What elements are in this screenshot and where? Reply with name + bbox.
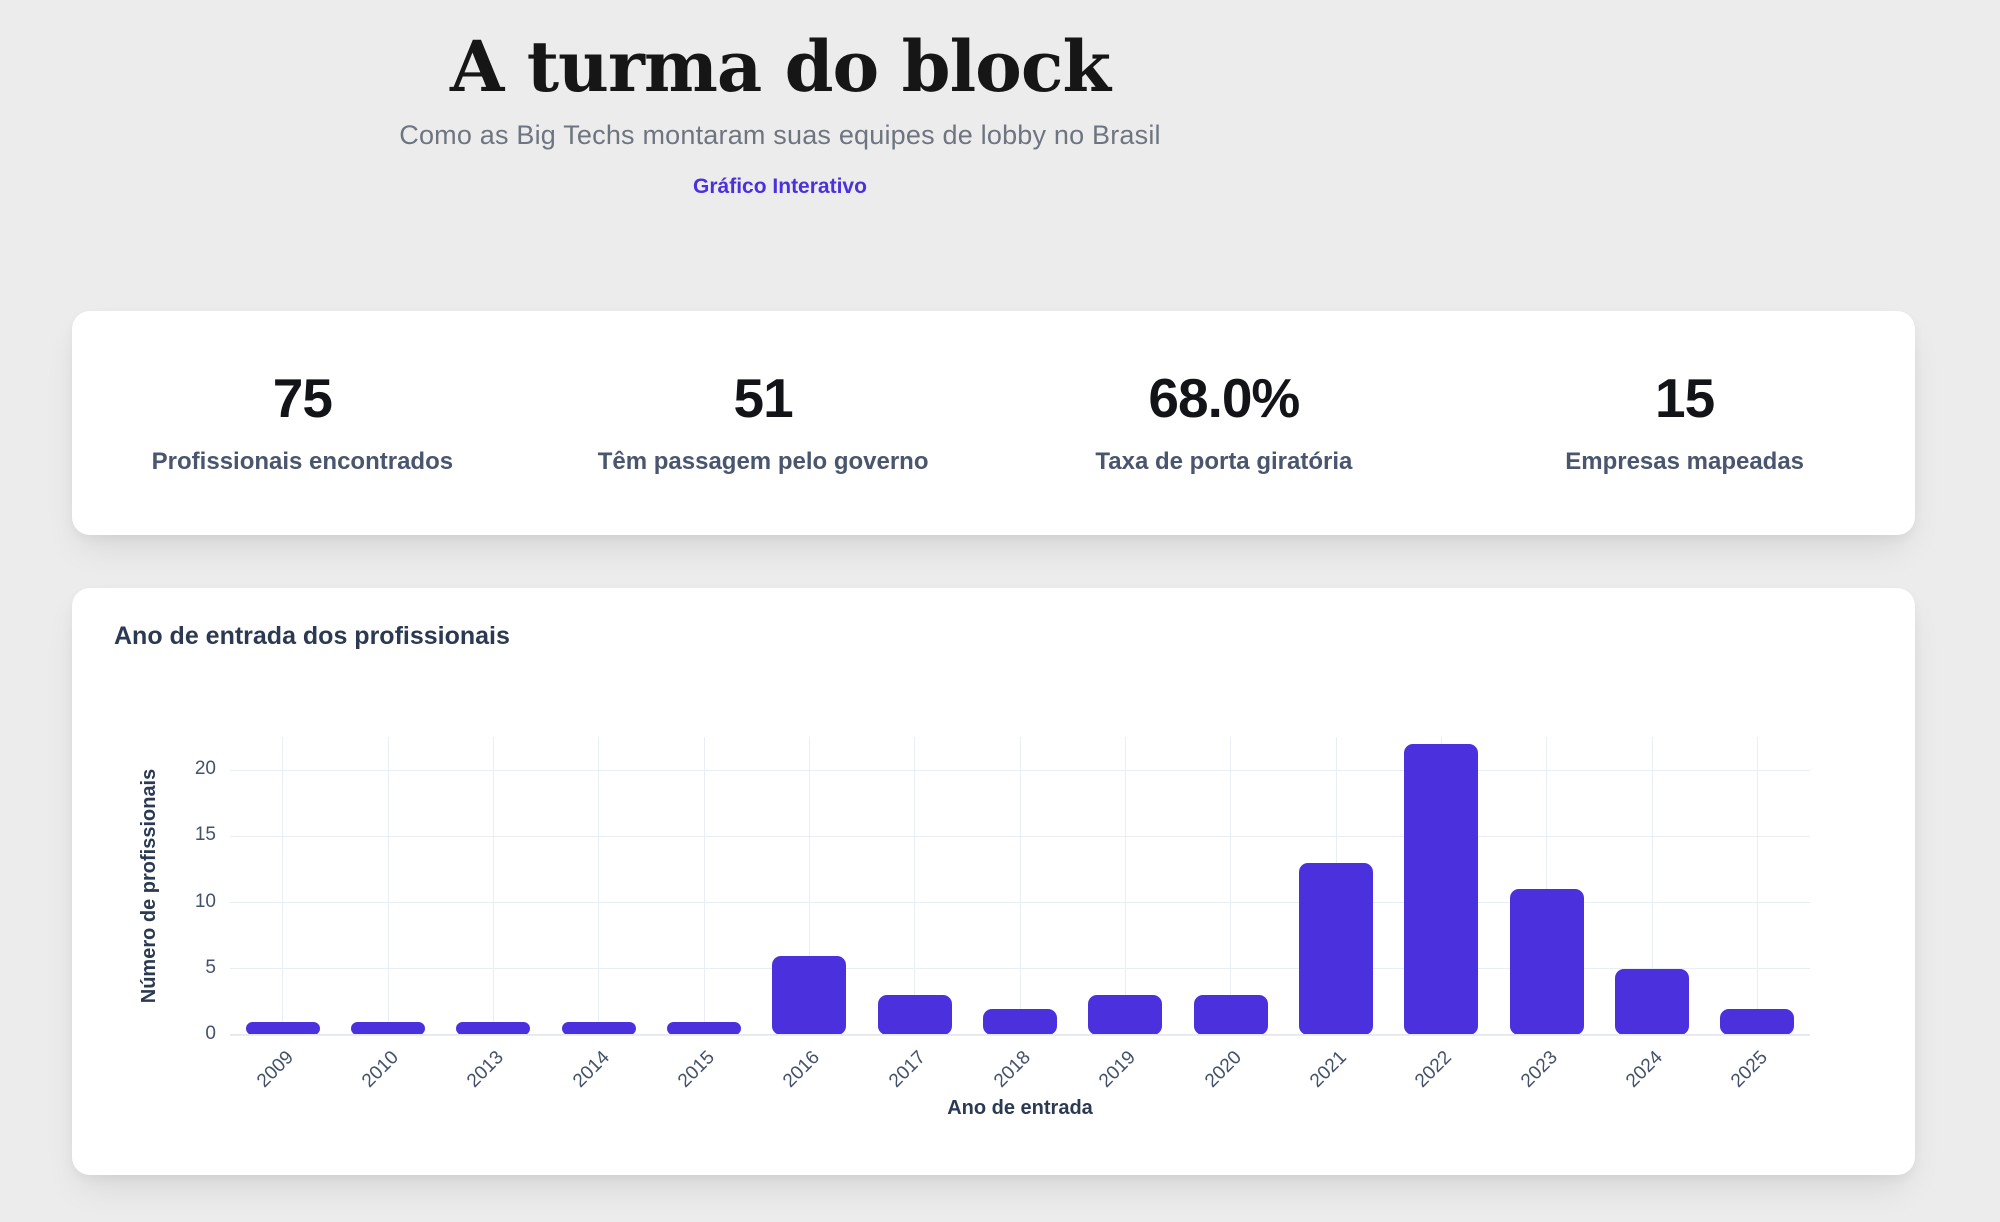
bar-2018[interactable] xyxy=(983,1008,1057,1035)
y-tick-label: 0 xyxy=(205,1023,216,1044)
y-axis-title: Número de profissionais xyxy=(138,768,160,1004)
entry-year-chart-card: Ano de entrada dos profissionais 0 5 10 15 2… xyxy=(72,588,1915,1175)
x-gridline xyxy=(1124,737,1126,1035)
bar-2022[interactable] xyxy=(1404,743,1479,1035)
bar-chart-plot-area: 0 5 10 15 20 2009 2010 2013 2014 2015 2016 2017 2018… xyxy=(195,737,1810,1092)
x-gridline xyxy=(703,737,705,1035)
stat-government-background: 51 Têm passagem pelo governo xyxy=(533,366,994,476)
bar-2024[interactable] xyxy=(1615,968,1689,1035)
y-gridline xyxy=(230,1034,1810,1036)
x-gridline xyxy=(1019,737,1021,1035)
stat-label: Taxa de porta giratória xyxy=(1095,447,1353,475)
bar-2016[interactable] xyxy=(772,955,847,1035)
x-gridline xyxy=(1756,737,1758,1035)
y-tick-label: 15 xyxy=(194,824,216,846)
stat-companies-mapped: 15 Empresas mapeadas xyxy=(1454,366,1915,476)
bar-2010[interactable] xyxy=(351,1021,425,1035)
x-gridline xyxy=(387,737,389,1035)
page-header: A turma do block Como as Big Techs monta… xyxy=(72,0,1488,199)
interactive-chart-link[interactable]: Gráfico Interativo xyxy=(693,175,867,199)
x-gridline xyxy=(808,737,810,1035)
x-gridline xyxy=(598,737,600,1035)
stats-summary-card: 75 Profissionais encontrados 51 Têm pass… xyxy=(72,311,1915,535)
stat-value: 68.0% xyxy=(1148,366,1300,429)
stat-label: Empresas mapeadas xyxy=(1565,447,1805,475)
bar-2021[interactable] xyxy=(1299,862,1373,1035)
y-tick-label: 20 xyxy=(194,758,216,780)
page-subtitle: Como as Big Techs montaram suas equipes … xyxy=(399,120,1161,151)
x-axis-title: Ano de entrada xyxy=(947,1097,1093,1119)
x-gridline xyxy=(1546,737,1548,1035)
stat-value: 15 xyxy=(1655,366,1715,429)
bar-2020[interactable] xyxy=(1193,995,1268,1035)
bar-2013[interactable] xyxy=(456,1021,531,1035)
x-gridline xyxy=(1651,737,1653,1035)
x-axis-line xyxy=(230,1034,1810,1035)
x-gridline xyxy=(914,737,916,1035)
bar-2017[interactable] xyxy=(877,995,952,1035)
chart-title: Ano de entrada dos profissionais xyxy=(114,622,510,650)
bar-2023[interactable] xyxy=(1509,889,1584,1035)
bar-2025[interactable] xyxy=(1720,1008,1795,1035)
x-gridline xyxy=(282,737,284,1035)
y-tick-label: 10 xyxy=(194,890,216,912)
stat-revolving-door-rate: 68.0% Taxa de porta giratória xyxy=(994,366,1455,476)
stat-value: 75 xyxy=(272,366,333,429)
page-title: A turma do block xyxy=(450,25,1111,108)
stat-label: Têm passagem pelo governo xyxy=(597,447,929,475)
bar-2015[interactable] xyxy=(667,1021,741,1035)
stat-label: Profissionais encontrados xyxy=(151,447,454,475)
stat-value: 51 xyxy=(733,366,794,429)
stat-professionals-found: 75 Profissionais encontrados xyxy=(72,366,533,476)
bar-2019[interactable] xyxy=(1088,995,1163,1035)
x-gridline xyxy=(1230,737,1232,1035)
y-tick-label: 5 xyxy=(205,956,216,978)
x-gridline xyxy=(492,737,494,1035)
bar-2014[interactable] xyxy=(561,1021,636,1035)
bar-2009[interactable] xyxy=(245,1021,320,1035)
